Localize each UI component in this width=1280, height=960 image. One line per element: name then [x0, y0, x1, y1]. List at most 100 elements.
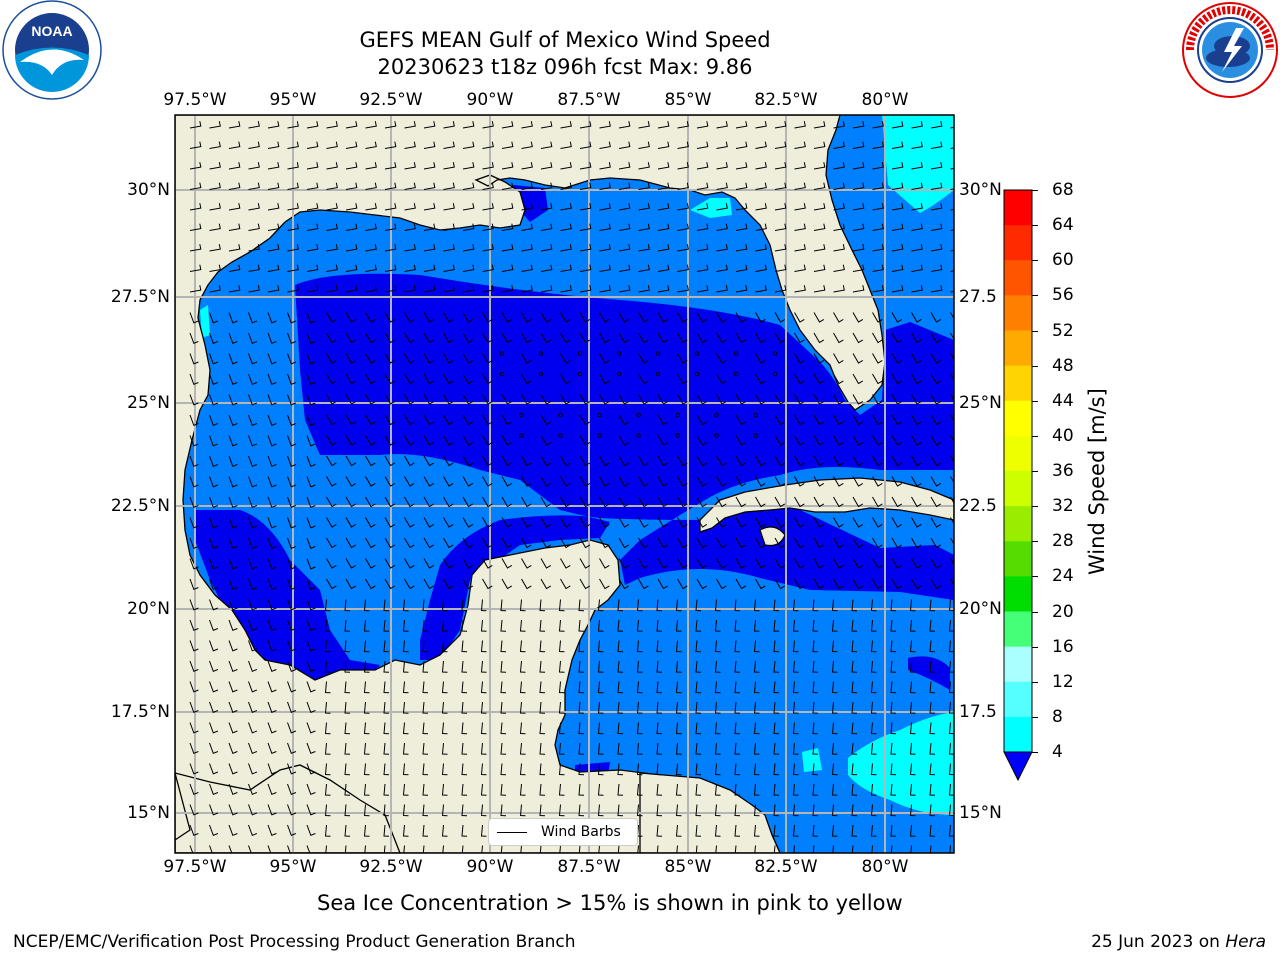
- wind-barb: [519, 763, 526, 776]
- wind-barb: [189, 373, 199, 385]
- wind-barb: [559, 845, 561, 853]
- wind-barb: [461, 763, 468, 776]
- wind-barb: [695, 599, 702, 612]
- wind-barb: [228, 496, 238, 508]
- wind-barb: [500, 845, 503, 853]
- wind-barb: [306, 162, 319, 170]
- wind-barb: [560, 578, 571, 590]
- wind-barb: [794, 312, 805, 323]
- wind-barb: [909, 742, 916, 755]
- wind-barb: [287, 203, 299, 211]
- wind-barb: [911, 121, 923, 129]
- wind-barb: [735, 244, 748, 252]
- wind-barb: [891, 373, 903, 385]
- wind-barb: [773, 660, 780, 673]
- wind-barb: [677, 455, 688, 467]
- colorbar: [1003, 189, 1033, 782]
- wind-barb: [519, 619, 526, 632]
- wind-barb: [521, 394, 532, 405]
- wind-barb: [501, 223, 514, 231]
- wind-barb: [636, 804, 643, 817]
- wind-barb: [636, 783, 643, 796]
- wind-barb: [714, 742, 721, 755]
- wind-barb: [929, 742, 936, 755]
- wind-barb: [657, 496, 669, 508]
- wind-barb: [911, 558, 922, 569]
- wind-barb: [911, 455, 922, 467]
- wind-barb: [774, 203, 787, 211]
- wind-barb: [637, 845, 639, 853]
- wind-barb: [794, 578, 805, 590]
- wind-barb: [344, 640, 351, 653]
- wind-barb: [267, 332, 277, 344]
- wind-barb: [345, 517, 357, 528]
- wind-barb: [539, 804, 546, 817]
- wind-barb: [306, 121, 319, 129]
- wind-barb: [248, 742, 258, 754]
- wind-barb: [422, 742, 429, 755]
- wind-barb: [189, 353, 199, 365]
- wind-barb: [402, 640, 409, 653]
- wind-barb: [267, 435, 277, 447]
- wind-barb: [404, 264, 416, 272]
- wind-barb: [636, 640, 643, 653]
- lon-label-bottom: 92.5°W: [359, 857, 423, 877]
- wind-barb: [287, 517, 297, 529]
- wind-barb: [813, 496, 825, 508]
- calm-marker: [694, 351, 700, 356]
- wind-barb: [813, 332, 825, 344]
- wind-barb: [890, 681, 897, 694]
- wind-barb: [755, 312, 766, 323]
- wind-barb: [404, 312, 415, 323]
- wind-barb: [209, 599, 219, 611]
- calm-marker: [597, 433, 602, 438]
- wind-barb: [657, 394, 669, 405]
- wind-barb: [287, 455, 297, 467]
- wind-barb: [189, 332, 199, 344]
- wind-barb: [638, 312, 649, 323]
- wind-barb: [306, 763, 316, 775]
- wind-barb: [813, 162, 826, 170]
- wind-barb: [287, 223, 299, 231]
- wind-barb: [812, 804, 819, 817]
- wind-barb: [753, 824, 760, 837]
- wind-barb: [267, 722, 277, 734]
- wind-barb: [209, 660, 219, 672]
- wind-barb: [755, 332, 766, 344]
- wind-barb: [384, 496, 396, 508]
- wind-barb: [735, 394, 747, 405]
- wind-barb: [443, 162, 455, 170]
- wind-barb: [501, 394, 513, 405]
- wind-barb: [189, 517, 199, 529]
- wind-barb: [872, 435, 883, 446]
- wind-barb: [521, 141, 533, 149]
- wind-barb: [482, 455, 493, 467]
- wind-barb: [696, 537, 708, 549]
- wind-barb: [384, 264, 397, 272]
- wind-barb: [891, 414, 903, 426]
- wind-barb: [462, 264, 475, 272]
- wind-barb: [248, 558, 258, 570]
- wind-barb: [657, 312, 669, 323]
- wind-barb: [812, 701, 819, 714]
- wind-barb: [540, 141, 553, 149]
- wind-barb: [617, 660, 624, 673]
- wind-barb: [422, 845, 425, 853]
- wind-barb: [441, 804, 448, 817]
- wind-barb: [344, 681, 351, 694]
- wind-barb: [753, 722, 760, 735]
- colorbar-segment: [1004, 576, 1032, 612]
- wind-barb: [384, 353, 396, 364]
- wind-barb: [735, 332, 747, 344]
- wind-barb: [813, 558, 825, 569]
- wind-barb: [909, 681, 916, 694]
- wind-barb: [852, 558, 864, 569]
- calm-marker: [655, 351, 661, 356]
- wind-barb: [539, 660, 546, 673]
- colorbar-tick-mark: [1032, 260, 1038, 262]
- wind-barb: [443, 264, 455, 272]
- wind-barb: [948, 722, 954, 735]
- wind-barb: [833, 496, 844, 508]
- wind-barb: [558, 783, 565, 796]
- wind-barb: [560, 162, 572, 170]
